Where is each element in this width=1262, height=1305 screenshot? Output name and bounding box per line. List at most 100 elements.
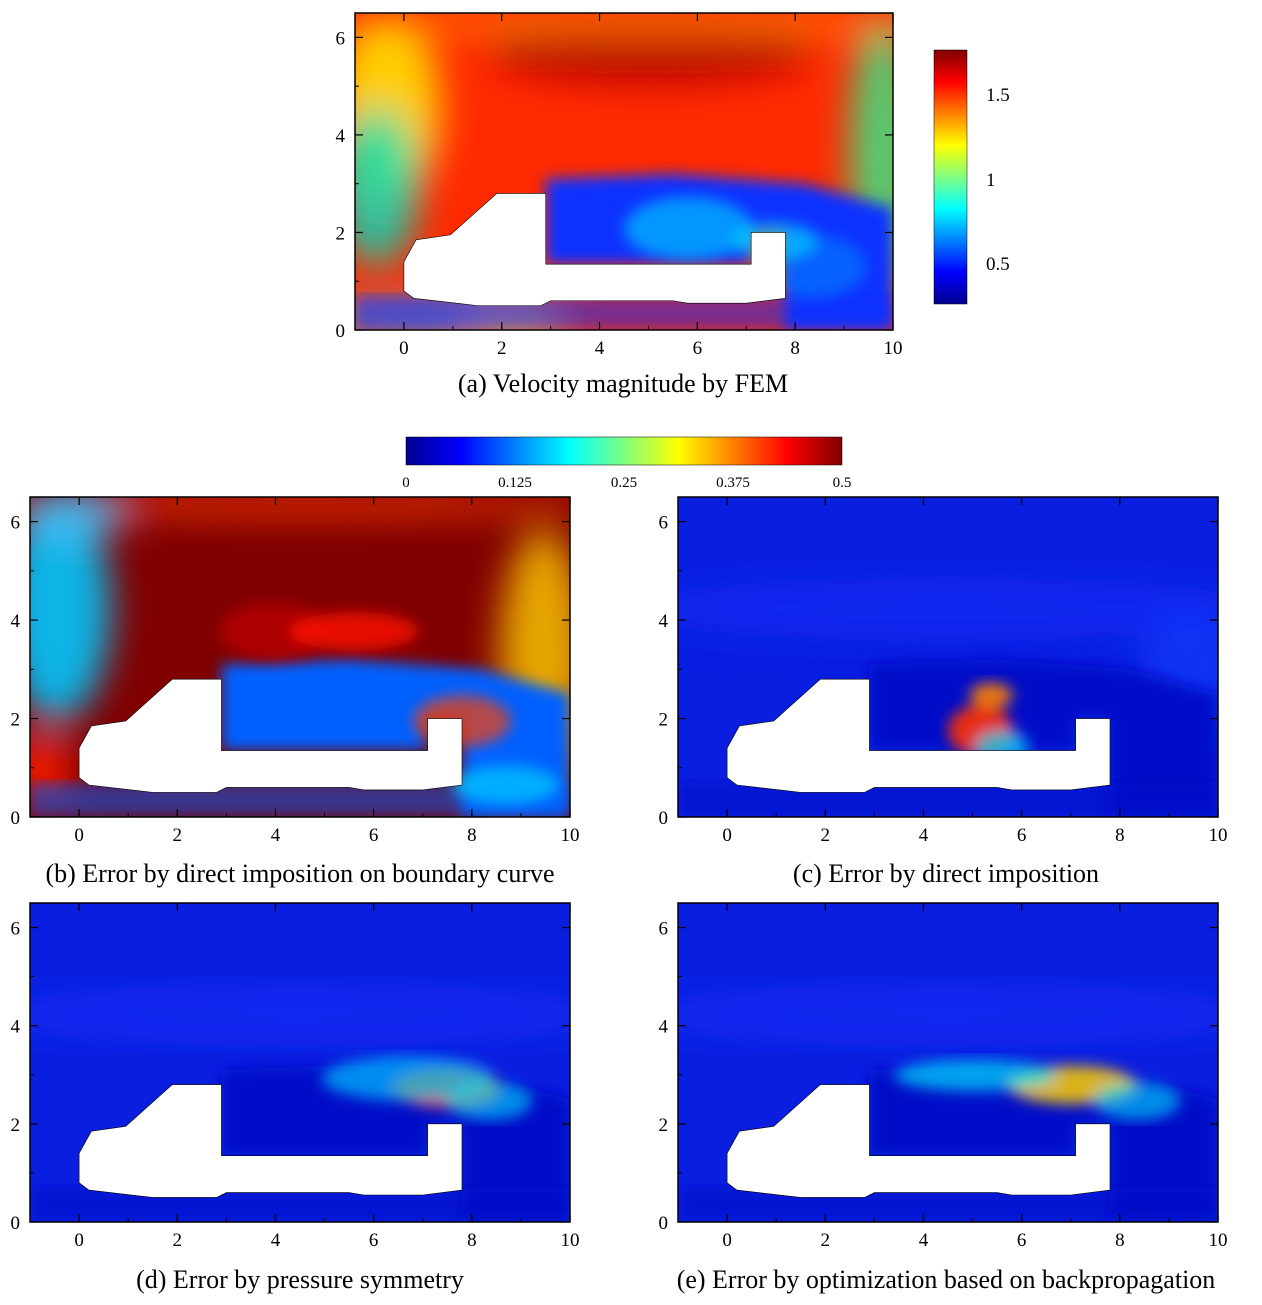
wake-blob (969, 682, 1013, 709)
error-colorbar-tick: 0.5 (833, 475, 852, 491)
wake-blob (451, 765, 560, 805)
wake-blob (289, 612, 419, 651)
x-tick-label: 6 (1017, 825, 1027, 846)
y-tick-label: 6 (11, 513, 21, 534)
field-heatmap (678, 497, 1218, 817)
x-tick-label: 4 (595, 338, 605, 359)
panel-c: 0 2 4 6 8 10 0 2 4 6 (c) Error by direct impositio… (659, 496, 1228, 888)
x-tick-label: 6 (693, 338, 703, 359)
y-tick-label: 2 (11, 710, 21, 731)
velocity-colorbar: 1.5 1 0.5 (933, 49, 1010, 305)
y-tick-label: 4 (659, 1017, 669, 1038)
panel-a: 0 2 4 6 8 10 0 2 4 6 (a) Velocity magnitude by FEM (336, 12, 903, 398)
error-colorbar-tick: 0.375 (716, 475, 750, 491)
field-blob (30, 497, 570, 517)
field-blob (30, 497, 111, 721)
panel-caption: (b) Error by direct imposition on bounda… (45, 859, 554, 888)
x-tick-label: 8 (1115, 825, 1125, 846)
x-tick-label: 8 (467, 1230, 477, 1251)
y-tick-label: 2 (11, 1115, 21, 1136)
wake-region (869, 659, 1218, 817)
truck-body (78, 1084, 463, 1198)
panel-e: 0 2 4 6 8 10 0 2 4 6 (e) Error by optimization bas… (659, 902, 1228, 1294)
wake-blob (894, 1059, 1056, 1092)
x-tick-label: 0 (722, 1230, 732, 1251)
field-blob (355, 13, 893, 39)
field-blob (30, 982, 570, 1047)
x-tick-label: 0 (74, 1230, 84, 1251)
y-tick-label: 4 (11, 1017, 21, 1038)
truck-body (726, 1084, 1111, 1198)
truck-body (726, 678, 1111, 793)
velocity-colorbar-tick: 1.5 (986, 85, 1010, 106)
field-heatmap (355, 13, 893, 330)
plot-frame (354, 12, 894, 331)
velocity-colorbar-tick: 0.5 (986, 254, 1010, 275)
x-tick-label: 4 (919, 825, 929, 846)
truck-body (403, 193, 786, 306)
x-tick-label: 8 (1115, 1230, 1125, 1251)
x-tick-label: 0 (722, 825, 732, 846)
velocity-colorbar-tick: 1 (986, 170, 996, 191)
y-tick-label: 0 (11, 808, 21, 829)
error-colorbar-tick: 0.25 (611, 475, 637, 491)
error-colorbar-tick: 0.125 (498, 475, 532, 491)
x-tick-label: 0 (399, 338, 409, 359)
x-tick-label: 0 (74, 825, 84, 846)
x-tick-label: 6 (369, 1230, 379, 1251)
x-tick-label: 2 (173, 1230, 183, 1251)
x-tick-label: 2 (497, 338, 507, 359)
y-tick-label: 6 (659, 513, 669, 534)
panel-caption: (c) Error by direct imposition (793, 859, 1099, 888)
x-tick-label: 2 (821, 825, 831, 846)
field-blob (355, 108, 420, 267)
panel-caption: (d) Error by pressure symmetry (136, 1265, 464, 1294)
x-tick-label: 2 (173, 825, 183, 846)
y-tick-label: 0 (336, 321, 346, 342)
field-blob (30, 497, 128, 539)
wake-blob (624, 196, 754, 261)
x-tick-label: 10 (884, 338, 903, 359)
panel-b: 0 2 4 6 8 10 0 2 4 6 (b) Error by direct impositio… (11, 496, 580, 888)
x-tick-label: 8 (790, 338, 800, 359)
field-blob (678, 577, 1218, 641)
x-tick-label: 10 (561, 825, 580, 846)
y-tick-label: 0 (659, 1213, 669, 1234)
x-tick-label: 6 (369, 825, 379, 846)
error-colorbar: 0 0.125 0.25 0.375 0.5 (402, 436, 852, 491)
wake-blob (1093, 1081, 1181, 1120)
wake-blob (445, 1081, 533, 1120)
x-tick-label: 10 (1209, 825, 1228, 846)
x-tick-label: 4 (271, 1230, 281, 1251)
x-tick-label: 10 (1209, 1230, 1228, 1251)
y-tick-label: 2 (336, 223, 346, 244)
y-tick-label: 0 (11, 1213, 21, 1234)
truck-body (78, 678, 463, 793)
x-tick-label: 10 (561, 1230, 580, 1251)
panel-caption: (a) Velocity magnitude by FEM (458, 369, 788, 398)
x-tick-label: 6 (1017, 1230, 1027, 1251)
y-tick-label: 2 (659, 1115, 669, 1136)
y-tick-label: 6 (336, 28, 346, 49)
panel-caption: (e) Error by optimization based on backp… (677, 1265, 1216, 1294)
y-tick-label: 4 (336, 126, 346, 147)
y-tick-label: 6 (11, 919, 21, 940)
y-tick-label: 6 (659, 919, 669, 940)
y-tick-label: 4 (11, 611, 21, 632)
x-tick-label: 4 (271, 825, 281, 846)
plot-frame (677, 902, 1219, 1223)
y-tick-label: 4 (659, 611, 669, 632)
y-tick-label: 2 (659, 710, 669, 731)
error-colorbar-tick: 0 (402, 475, 410, 491)
panel-d: 0 2 4 6 8 10 0 2 4 6 (d) Error by pressure symmetr… (11, 902, 580, 1294)
x-tick-label: 8 (467, 825, 477, 846)
field-blob (678, 982, 1218, 1047)
plot-frame (29, 496, 571, 818)
x-tick-label: 4 (919, 1230, 929, 1251)
x-tick-label: 2 (821, 1230, 831, 1251)
wake-blob (219, 602, 327, 661)
plot-frame (677, 496, 1219, 818)
wake-blob (321, 1056, 495, 1101)
y-tick-label: 0 (659, 808, 669, 829)
